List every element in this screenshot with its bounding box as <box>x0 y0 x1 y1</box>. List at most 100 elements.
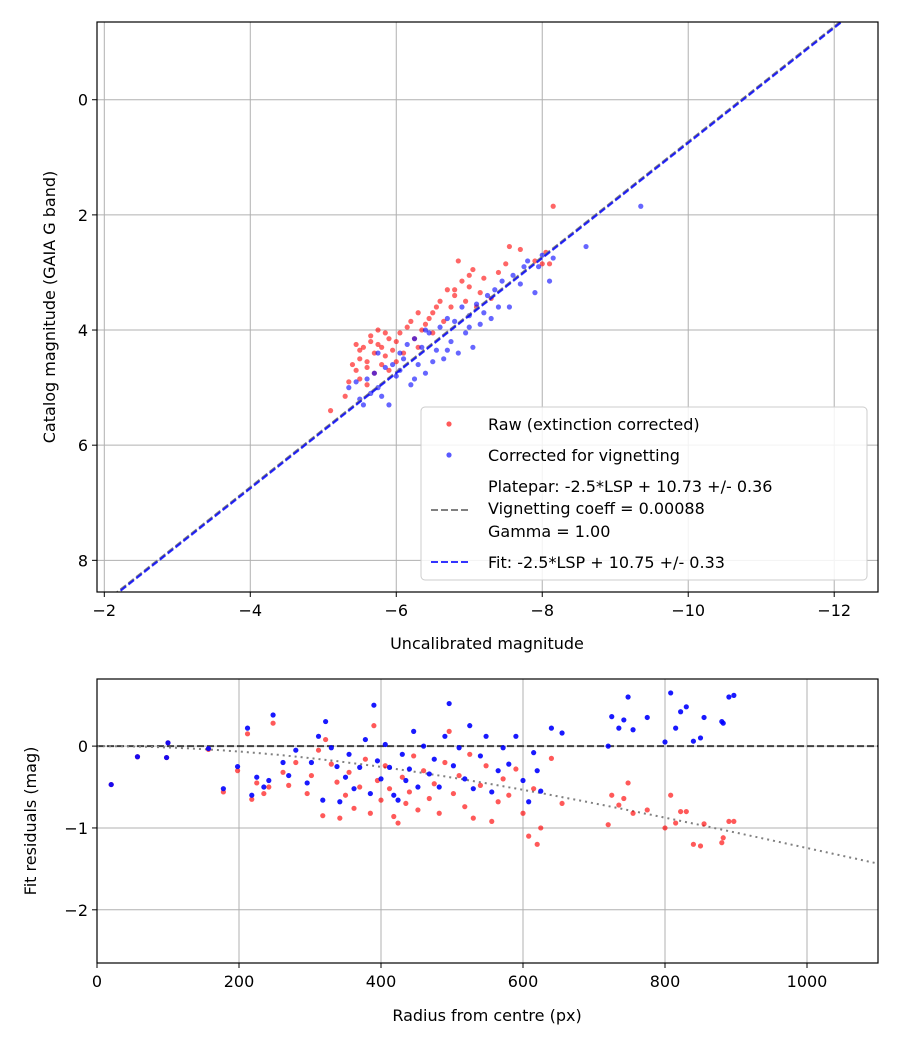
residual-raw-point <box>442 759 448 766</box>
residuals-plot-x-ticks: 0 200 400 600 800 1000 <box>92 963 827 991</box>
residual-raw-point <box>690 841 697 847</box>
residual-corrected-point <box>426 771 432 777</box>
residual-corrected-point <box>371 702 377 708</box>
calibration-corrected-point <box>532 290 538 296</box>
residual-corrected-point <box>678 709 684 715</box>
residual-raw-point <box>538 825 544 831</box>
calibration-raw-point <box>364 382 370 388</box>
residual-raw-point <box>697 843 704 849</box>
residual-corrected-point <box>220 786 226 792</box>
legend-platepar-label: Platepar: -2.5*LSP + 10.73 +/- 0.36 <box>488 477 772 496</box>
residual-corrected-point <box>489 789 495 795</box>
residual-corrected-point <box>399 751 405 757</box>
residual-raw-point <box>500 776 506 782</box>
residual-raw-point <box>351 805 357 811</box>
residual-corrected-point <box>261 784 267 790</box>
residual-corrected-point <box>249 792 255 798</box>
calibration-raw-point <box>327 408 334 414</box>
calibration-corrected-point <box>422 327 429 333</box>
legend-raw-marker <box>446 421 452 427</box>
legend: Raw (extinction corrected) Corrected for… <box>420 406 868 581</box>
calibration-corrected-point <box>390 361 396 368</box>
residual-corrected-point <box>446 700 452 707</box>
residual-raw-point <box>673 820 679 826</box>
calibration-corrected-point <box>397 350 403 356</box>
residual-raw-point <box>357 784 363 790</box>
calibration-corrected-point <box>452 318 458 324</box>
residual-corrected-point <box>163 754 170 761</box>
calibration-corrected-point <box>371 370 377 376</box>
calibration-raw-point <box>379 361 385 368</box>
calibration-corrected-point <box>444 315 450 322</box>
calibration-corrected-point <box>444 347 450 353</box>
residual-corrected-point <box>513 733 519 739</box>
calibration-raw-point <box>470 266 476 273</box>
residual-raw-point <box>323 736 329 743</box>
residual-raw-point <box>254 780 260 786</box>
residual-raw-point <box>605 822 611 828</box>
calibration-corrected-point <box>495 304 502 310</box>
calibration-raw-point <box>452 292 458 299</box>
calibration-raw-point <box>539 261 545 267</box>
calibration-raw-point <box>357 376 363 382</box>
calibration-corrected-point <box>379 393 385 399</box>
calibration-corrected-point <box>546 278 553 284</box>
residual-corrected-point <box>731 692 737 698</box>
residual-raw-point <box>378 797 384 803</box>
residual-corrected-point <box>534 768 540 774</box>
residual-corrected-point <box>315 733 322 739</box>
calibration-corrected-point <box>521 264 527 270</box>
calibration-corrected-point <box>510 272 516 278</box>
residuals-plot-frame <box>96 678 879 964</box>
residual-corrected-point <box>526 799 532 805</box>
calibration-raw-point <box>426 315 432 322</box>
residual-raw-point <box>426 795 432 802</box>
residual-corrected-point <box>500 745 506 751</box>
residual-raw-point <box>337 815 343 821</box>
residual-corrected-point <box>386 764 393 770</box>
calibration-plot-y-tick-label: 4 <box>78 321 88 340</box>
residual-raw-point <box>328 761 334 767</box>
residual-corrected-point <box>286 772 292 779</box>
residual-raw-point <box>662 825 668 831</box>
residual-raw-point <box>386 786 393 792</box>
residual-raw-point <box>720 835 726 841</box>
residual-raw-point <box>399 774 405 780</box>
calibration-raw-point <box>546 261 553 267</box>
calibration-raw-point <box>397 330 403 336</box>
calibration-raw-point <box>477 290 483 296</box>
residual-corrected-point <box>328 745 334 751</box>
residual-corrected-point <box>609 714 615 720</box>
calibration-corrected-point <box>473 301 480 307</box>
residual-raw-point <box>382 763 388 769</box>
residual-corrected-point <box>374 758 381 764</box>
calibration-corrected-point <box>459 304 465 310</box>
residual-corrected-point <box>280 759 286 766</box>
residuals-plot-y-label: Fit residuals (mag) <box>21 747 40 896</box>
residual-raw-point <box>726 818 732 825</box>
residuals-plot-x-tick-label: 800 <box>650 972 681 991</box>
calibration-raw-point <box>550 203 556 209</box>
residual-raw-point <box>534 841 540 847</box>
residual-raw-point <box>495 799 501 805</box>
legend-corrected-marker <box>446 452 452 458</box>
residual-raw-point <box>678 808 684 815</box>
calibration-raw-point <box>430 330 436 336</box>
residual-corrected-point <box>254 774 260 780</box>
calibration-raw-point <box>444 287 450 293</box>
calibration-raw-point <box>393 338 399 345</box>
calibration-corrected-point <box>488 315 494 322</box>
residual-raw-point <box>630 810 636 816</box>
residual-corrected-point <box>625 694 631 700</box>
residual-raw-point <box>403 800 409 807</box>
calibration-raw-point <box>375 341 381 348</box>
calibration-corrected-point <box>400 356 407 362</box>
residual-corrected-point <box>697 735 704 741</box>
residual-corrected-point <box>531 750 537 756</box>
residual-raw-point <box>346 769 352 775</box>
residual-corrected-point <box>630 727 636 733</box>
residual-raw-point <box>391 813 397 820</box>
residual-raw-point <box>621 795 627 802</box>
residual-raw-point <box>668 792 674 798</box>
residual-corrected-point <box>415 784 421 790</box>
